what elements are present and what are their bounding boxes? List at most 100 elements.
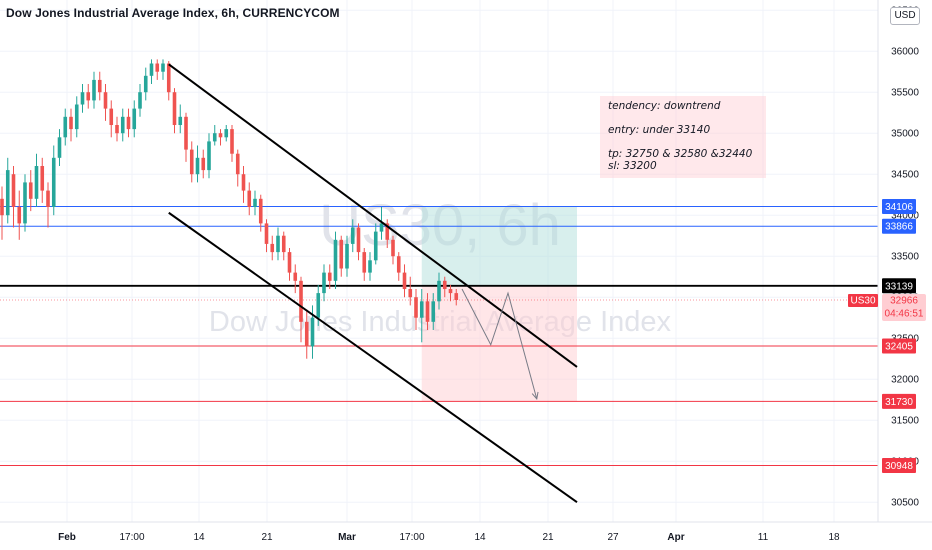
candle-body <box>327 272 332 281</box>
candle-body <box>143 75 148 93</box>
candle-body <box>350 227 355 244</box>
candle-body <box>345 243 349 269</box>
candle-body <box>224 129 229 138</box>
projection-path <box>461 288 538 400</box>
time-tick-label: 21 <box>261 532 273 543</box>
candle-body <box>230 129 234 154</box>
candle-body <box>109 108 114 126</box>
candle-body <box>437 280 441 302</box>
candle-body <box>126 116 131 130</box>
price-axis[interactable]: 3750037000365003600035500350003450034000… <box>848 0 932 550</box>
candle-body <box>149 63 154 76</box>
time-tick-label: 14 <box>474 532 486 543</box>
time-tick-label: 14 <box>193 532 205 543</box>
candle-body <box>28 182 33 199</box>
candle-body <box>293 272 298 281</box>
symbol-tag: US30 <box>850 295 875 306</box>
price-tick-label: 31500 <box>891 416 919 427</box>
candle-body <box>379 223 384 232</box>
time-tick-label: Mar <box>338 532 356 543</box>
candle-body <box>23 182 27 224</box>
candles <box>0 59 459 359</box>
candle-body <box>212 133 217 142</box>
analysis-note[interactable]: tendency: downtrend entry: under 33140 t… <box>600 96 766 178</box>
candle-body <box>241 174 246 191</box>
candle-body <box>304 321 309 347</box>
candle-body <box>270 243 275 253</box>
candle-body <box>425 301 430 322</box>
last-price-box <box>882 293 926 321</box>
candle-body <box>57 137 62 158</box>
candle-body <box>80 92 85 105</box>
candle-body <box>178 116 183 126</box>
candle-body <box>189 149 194 175</box>
note-tp: tp: 32750 & 32580 &32440 <box>608 148 753 160</box>
time-tick-label: 17:00 <box>399 532 424 543</box>
price-label-32405: 32405 <box>885 342 913 353</box>
candle-body <box>299 280 303 322</box>
time-tick-label: 11 <box>758 532 769 543</box>
price-tick-label: 36000 <box>891 47 919 58</box>
candle-body <box>356 227 361 253</box>
projection-arrowhead <box>531 391 539 400</box>
trend-line-lower <box>168 211 578 504</box>
time-tick-label: Apr <box>667 532 684 543</box>
candle-body <box>385 223 390 240</box>
position-zones <box>421 206 577 402</box>
candle-body <box>195 157 200 175</box>
candle-body <box>264 223 269 244</box>
price-tick-label: 34000 <box>891 211 919 222</box>
candle-body <box>442 280 447 290</box>
candle-body <box>120 116 125 134</box>
price-label-34106: 34106 <box>885 202 913 213</box>
time-axis[interactable]: Feb 17:00 14 21 Mar 17:00 14 21 27 Apr 11 18 <box>0 521 932 550</box>
candle-body <box>322 272 326 294</box>
price-tick-label: 33500 <box>891 252 919 263</box>
candle-body <box>316 293 321 318</box>
candle-body <box>201 157 206 171</box>
candle-body <box>184 116 188 150</box>
candle-body <box>253 198 257 208</box>
trend-line-upper <box>168 63 578 368</box>
price-label-bg-32405 <box>882 338 916 354</box>
candle-body <box>34 166 39 199</box>
candle-body <box>63 116 68 138</box>
candle-body <box>207 141 211 171</box>
candle-body <box>310 317 315 347</box>
price-label-bg-30948 <box>882 457 916 473</box>
currency-button[interactable]: USD <box>890 7 920 25</box>
candle-body <box>74 104 79 130</box>
candle-body <box>402 272 407 290</box>
note-sl: sl: 33200 <box>608 160 657 172</box>
candle-body <box>17 207 22 224</box>
candle-body <box>414 297 418 318</box>
trend-lines[interactable] <box>168 63 578 504</box>
last-price-value: 32966 <box>890 295 918 306</box>
price-label-30948: 30948 <box>885 461 913 472</box>
candle-body <box>115 125 119 134</box>
chart-title: Dow Jones Industrial Average Index, 6h, … <box>6 6 340 20</box>
price-tick-label: 32000 <box>891 375 919 386</box>
price-label-bg-33866 <box>882 218 916 234</box>
candle-body <box>92 79 96 101</box>
candle-body <box>5 170 10 216</box>
price-label-bg-33139 <box>882 278 916 294</box>
candle-body <box>155 63 160 72</box>
price-label-bg-34106 <box>882 199 916 215</box>
candle-body <box>373 231 378 261</box>
target-zone <box>421 206 577 286</box>
candle-body <box>362 252 367 273</box>
candle-body <box>454 293 459 300</box>
time-tick-label: 21 <box>542 532 554 543</box>
projection-arrow[interactable] <box>461 288 539 400</box>
time-axis-bg <box>0 522 932 550</box>
price-tick-label: 35000 <box>891 129 919 140</box>
note-tendency: tendency: downtrend <box>608 100 721 112</box>
candle-body <box>448 289 453 294</box>
candle-body <box>281 235 286 253</box>
candle-body <box>419 301 424 318</box>
price-tick-label: 30500 <box>891 498 919 509</box>
time-tick-label: 18 <box>828 532 840 543</box>
candle-body <box>11 174 16 208</box>
